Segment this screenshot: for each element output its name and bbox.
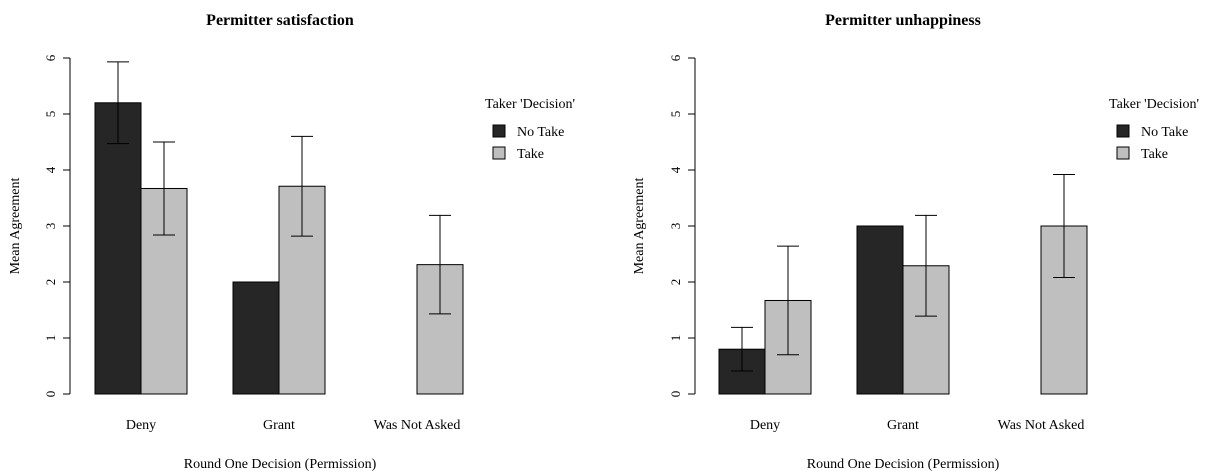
legend-swatch [1116, 146, 1130, 160]
y-tick-label: 1 [668, 335, 683, 342]
legend-label: Take [1141, 147, 1168, 162]
legend-label: No Take [1141, 125, 1188, 140]
y-tick-label: 0 [43, 391, 58, 398]
x-tick-label: Deny [750, 418, 780, 433]
x-tick-label: Deny [126, 418, 156, 433]
legend-swatch [1116, 124, 1130, 138]
y-tick-label: 2 [43, 279, 58, 286]
x-axis-label: Round One Decision (Permission) [807, 457, 1000, 472]
y-tick-label: 3 [43, 223, 58, 230]
y-axis-label: Mean Agreement [632, 177, 647, 274]
bar-no-take [232, 281, 280, 395]
x-axis-label: Round One Decision (Permission) [184, 457, 377, 472]
bar-no-take [856, 225, 904, 395]
y-tick-label: 4 [43, 166, 58, 173]
x-tick-label: Was Not Asked [998, 418, 1085, 433]
x-tick-label: Grant [263, 418, 295, 433]
legend-swatch [492, 124, 506, 138]
y-tick-label: 0 [668, 391, 683, 398]
legend-label: Take [517, 147, 544, 162]
y-tick-label: 6 [668, 54, 683, 61]
chart-panel-1: Permitter satisfaction 0 1 2 3 4 5 6 Mean Agreem… [8, 12, 575, 472]
legend-title: Taker 'Decision' [1109, 97, 1199, 112]
legend: Taker 'Decision' No Take Take [485, 97, 575, 162]
chart-title: Permitter unhappiness [825, 12, 981, 29]
y-tick-label: 4 [668, 166, 683, 173]
y-tick-label: 1 [43, 335, 58, 342]
legend: Taker 'Decision' No Take Take [1109, 97, 1199, 162]
y-tick-label: 2 [668, 279, 683, 286]
legend-swatch [492, 146, 506, 160]
chart-title: Permitter satisfaction [206, 12, 354, 29]
y-tick-label: 6 [43, 54, 58, 61]
y-tick-label: 5 [668, 111, 683, 118]
y-tick-label: 3 [668, 223, 683, 230]
y-tick-label: 5 [43, 111, 58, 118]
x-tick-label: Grant [887, 418, 919, 433]
x-tick-label: Was Not Asked [374, 418, 461, 433]
chart-panel-2: Permitter unhappiness 0 1 2 3 4 5 6 Mean Agreeme… [632, 12, 1199, 472]
legend-label: No Take [517, 125, 564, 140]
y-axis-label: Mean Agreement [8, 177, 23, 274]
bar-no-take [94, 102, 142, 395]
legend-title: Taker 'Decision' [485, 97, 575, 112]
